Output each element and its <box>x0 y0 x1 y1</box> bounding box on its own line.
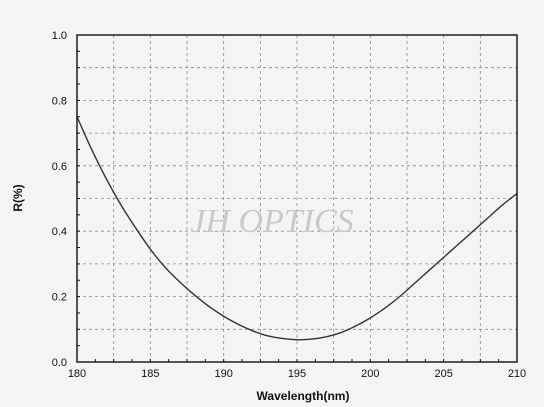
x-tick-label: 200 <box>361 368 379 380</box>
x-tick-label: 180 <box>68 368 86 380</box>
y-tick-label: 0.6 <box>52 161 67 173</box>
grid <box>77 35 517 362</box>
y-tick-label: 0.8 <box>52 95 67 107</box>
reflectance-curve <box>76 116 518 341</box>
x-tick-label: 190 <box>214 368 232 380</box>
x-tick-label: 210 <box>508 368 526 380</box>
x-axis-ticks: 180 185 190 195 200 205 210 <box>68 359 526 380</box>
x-tick-label: 195 <box>288 368 306 380</box>
y-tick-label: 0.2 <box>52 292 67 304</box>
watermark: JH OPTICS <box>190 203 353 240</box>
y-axis-title: R(%) <box>11 184 25 211</box>
x-tick-label: 205 <box>434 368 452 380</box>
y-axis-ticks: 0.0 0.2 0.4 0.6 0.8 1.0 <box>52 30 80 369</box>
series-layer <box>76 116 518 341</box>
x-tick-label: 185 <box>141 368 159 380</box>
y-tick-label: 0.0 <box>52 357 67 369</box>
y-tick-label: 0.4 <box>52 226 67 238</box>
y-tick-label: 1.0 <box>52 30 67 42</box>
x-axis-title: Wavelength(nm) <box>257 389 350 403</box>
